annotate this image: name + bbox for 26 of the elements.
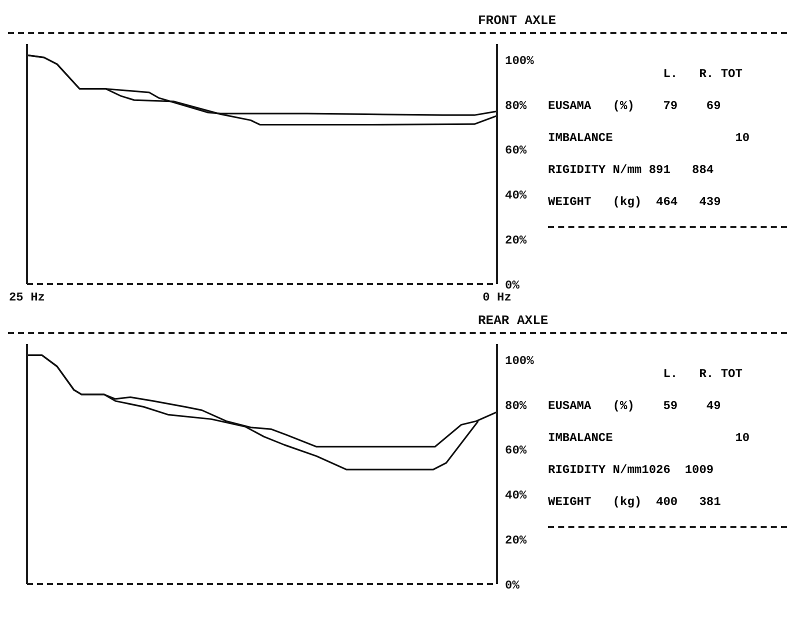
y-tick-label: 40% <box>505 488 528 503</box>
y-tick-label: 0% <box>505 278 520 292</box>
text: WEIGHT (kg) 400 381 <box>548 494 722 511</box>
text: RIGIDITY N/mm 891 884 <box>548 162 715 179</box>
y-tick-label: 20% <box>505 533 528 548</box>
text: RIGIDITY N/mm1026 1009 <box>548 462 715 479</box>
x-tick-label: 25 Hz <box>8 290 46 305</box>
x-tick-label: 0 Hz <box>482 290 512 305</box>
chart-title: REAR AXLE <box>478 313 548 328</box>
y-tick-label: 20% <box>505 233 528 248</box>
text: WEIGHT (kg) 464 439 <box>548 194 722 211</box>
text: L. R. TOT <box>662 366 744 383</box>
y-tick-label: 60% <box>505 144 528 158</box>
y-tick-label: 80% <box>505 98 528 113</box>
text: IMBALANCE 10 <box>548 130 750 147</box>
text: EUSAMA (%) 59 49 <box>548 398 722 415</box>
text: IMBALANCE 10 <box>548 430 750 447</box>
text: EUSAMA (%) 79 69 <box>548 98 722 115</box>
chart-title: FRONT AXLE <box>478 13 556 28</box>
y-tick-label: 0% <box>505 578 520 592</box>
y-tick-label: 80% <box>505 398 528 413</box>
text: L. R. TOT <box>662 66 744 83</box>
y-tick-label: 100% <box>505 354 535 368</box>
y-tick-label: 60% <box>505 444 528 458</box>
y-tick-label: 100% <box>505 54 535 68</box>
y-tick-label: 40% <box>505 188 528 203</box>
